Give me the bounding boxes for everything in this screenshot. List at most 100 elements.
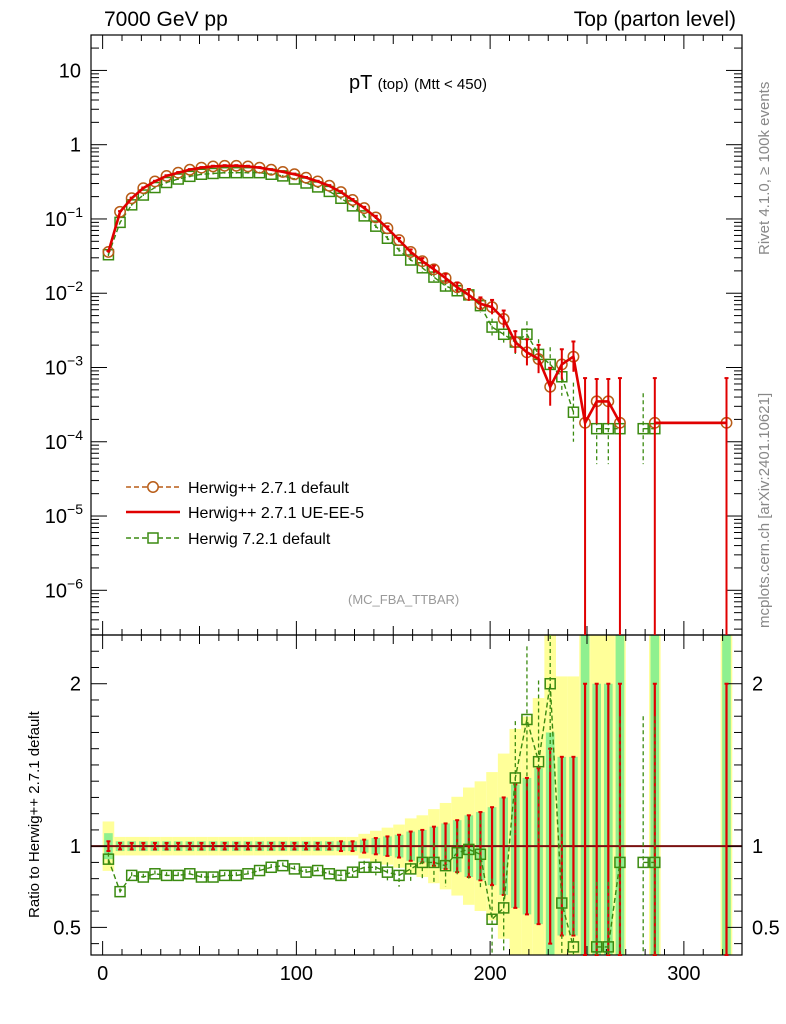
ratio-data-point: [637, 856, 649, 869]
ratio-data-point: [218, 869, 231, 882]
y-tick-label: 10−5: [45, 501, 83, 528]
data-point: [427, 263, 440, 276]
ratio-data-point: [265, 861, 277, 874]
legend-label: Herwig++ 2.7.1 UE-EE-5: [188, 505, 364, 522]
data-point: [393, 234, 406, 247]
legend-label: Herwig 7.2.1 default: [188, 531, 331, 548]
watermark: (MC_FBA_TTBAR): [348, 592, 460, 607]
ratio-data-point: [358, 861, 370, 874]
ratio-data-point: [532, 755, 545, 768]
y-tick-label: 1: [70, 135, 81, 157]
series-1: [106, 164, 729, 635]
ratio-data-point: [335, 869, 347, 882]
chart-title: pT (top) (Mtt < 450): [0, 72, 786, 95]
ratio-data-point: [125, 869, 138, 882]
header-left: 7000 GeV pp: [104, 8, 228, 31]
ratio-data-point: [195, 871, 208, 883]
legend-label: Herwig++ 2.7.1 default: [188, 480, 350, 497]
ratio-data-point: [230, 869, 243, 882]
y-tick-label: 10−2: [45, 278, 83, 305]
ratio-data-point: [323, 868, 336, 880]
ratio-y-tick-label: 1: [70, 836, 81, 858]
series-line: [107, 172, 655, 430]
data-point: [567, 406, 580, 418]
data-point: [137, 182, 150, 195]
ratio-data-point: [207, 871, 219, 883]
ratio-ylabel: Ratio to Herwig++ 2.7.1 default: [26, 711, 43, 918]
ratio-data-point: [474, 848, 487, 861]
ratio-y-tick-label-right: 1: [752, 836, 763, 858]
ratio-y-tick-label: 2: [70, 674, 81, 696]
data-point: [486, 321, 498, 333]
data-point: [370, 220, 382, 232]
y-tick-label: 10−6: [45, 575, 83, 602]
ratio-data-point: [137, 871, 150, 883]
data-point: [218, 166, 231, 179]
ratio-y-tick-label-right: 0.5: [752, 917, 780, 939]
data-point: [230, 166, 243, 179]
data-point: [300, 171, 313, 184]
data-point: [102, 245, 115, 258]
data-point: [369, 211, 382, 224]
legend-marker: [147, 532, 159, 544]
ratio-data-point: [463, 843, 475, 856]
legend-marker: [147, 481, 159, 493]
ratio-data-point: [649, 856, 661, 869]
ratio-y-tick-label-right: 2: [752, 674, 763, 696]
data-point: [358, 202, 371, 215]
main-series-layer: [102, 159, 733, 635]
ratio-data-point: [102, 853, 115, 865]
x-tick-label: 0: [97, 963, 108, 985]
ratio-data-point: [393, 869, 405, 882]
ratio-data-point: [486, 913, 498, 926]
ratio-series-line: [107, 683, 655, 948]
ratio-series-layer: [102, 635, 729, 956]
data-point: [184, 170, 196, 183]
ratio-data-point: [172, 869, 184, 882]
y-tick-label: 10−3: [45, 352, 83, 379]
ratio-data-point: [184, 868, 196, 880]
series-line: [107, 165, 727, 425]
ratio-panel-frame: [90, 634, 743, 956]
ratio-data-point: [451, 846, 463, 859]
data-point: [207, 167, 219, 180]
ratio-data-point: [428, 856, 440, 869]
data-point: [160, 176, 173, 189]
x-tick-label: 100: [280, 963, 313, 985]
ratio-data-point: [497, 902, 510, 914]
ratio-data-point: [311, 864, 324, 877]
ratio-data-point: [567, 941, 580, 953]
ratio-data-point: [556, 897, 568, 909]
rivet-label: Rivet 4.1.0, ≥ 100k events: [756, 81, 773, 255]
ratio-data-point: [300, 866, 312, 878]
ratio-data-point: [160, 869, 173, 882]
header-right: Top (parton level): [573, 8, 736, 31]
ratio-data-point: [381, 866, 394, 878]
data-point: [497, 328, 510, 341]
data-point: [148, 175, 161, 188]
ratio-data-point: [114, 885, 126, 898]
data-point: [404, 245, 417, 258]
data-point: [381, 222, 394, 235]
ratio-data-point: [439, 859, 452, 872]
ratio-data-point: [370, 861, 382, 874]
ratio-data-point: [149, 868, 161, 880]
chart-title-sub: (top): [377, 76, 409, 93]
ratio-data-point: [602, 941, 615, 953]
y-tick-label: 10−4: [45, 427, 83, 454]
axes-layer: 0 100 200 300 10 1 10−1 10−2 10−3 10−4 10−5 10−6 0.5…: [45, 34, 780, 985]
ratio-data-point: [614, 856, 626, 869]
ratio-data-point: [521, 713, 533, 726]
ratio-data-point: [509, 772, 522, 784]
y-tick-label: 10−1: [45, 204, 83, 231]
x-tick-label: 200: [473, 963, 506, 985]
data-point: [160, 169, 173, 182]
ratio-data-point: [277, 859, 289, 872]
ratio-green-series: [102, 635, 661, 955]
mcplots-label: mcplots.cern.ch [arXiv:2401.10621]: [756, 392, 773, 628]
ratio-y-tick-label: 0.5: [53, 917, 81, 939]
x-tick-label: 300: [667, 963, 700, 985]
ratio-panel-layer: [91, 635, 742, 955]
data-point: [334, 186, 347, 199]
y-tick-label: 10: [59, 60, 81, 82]
